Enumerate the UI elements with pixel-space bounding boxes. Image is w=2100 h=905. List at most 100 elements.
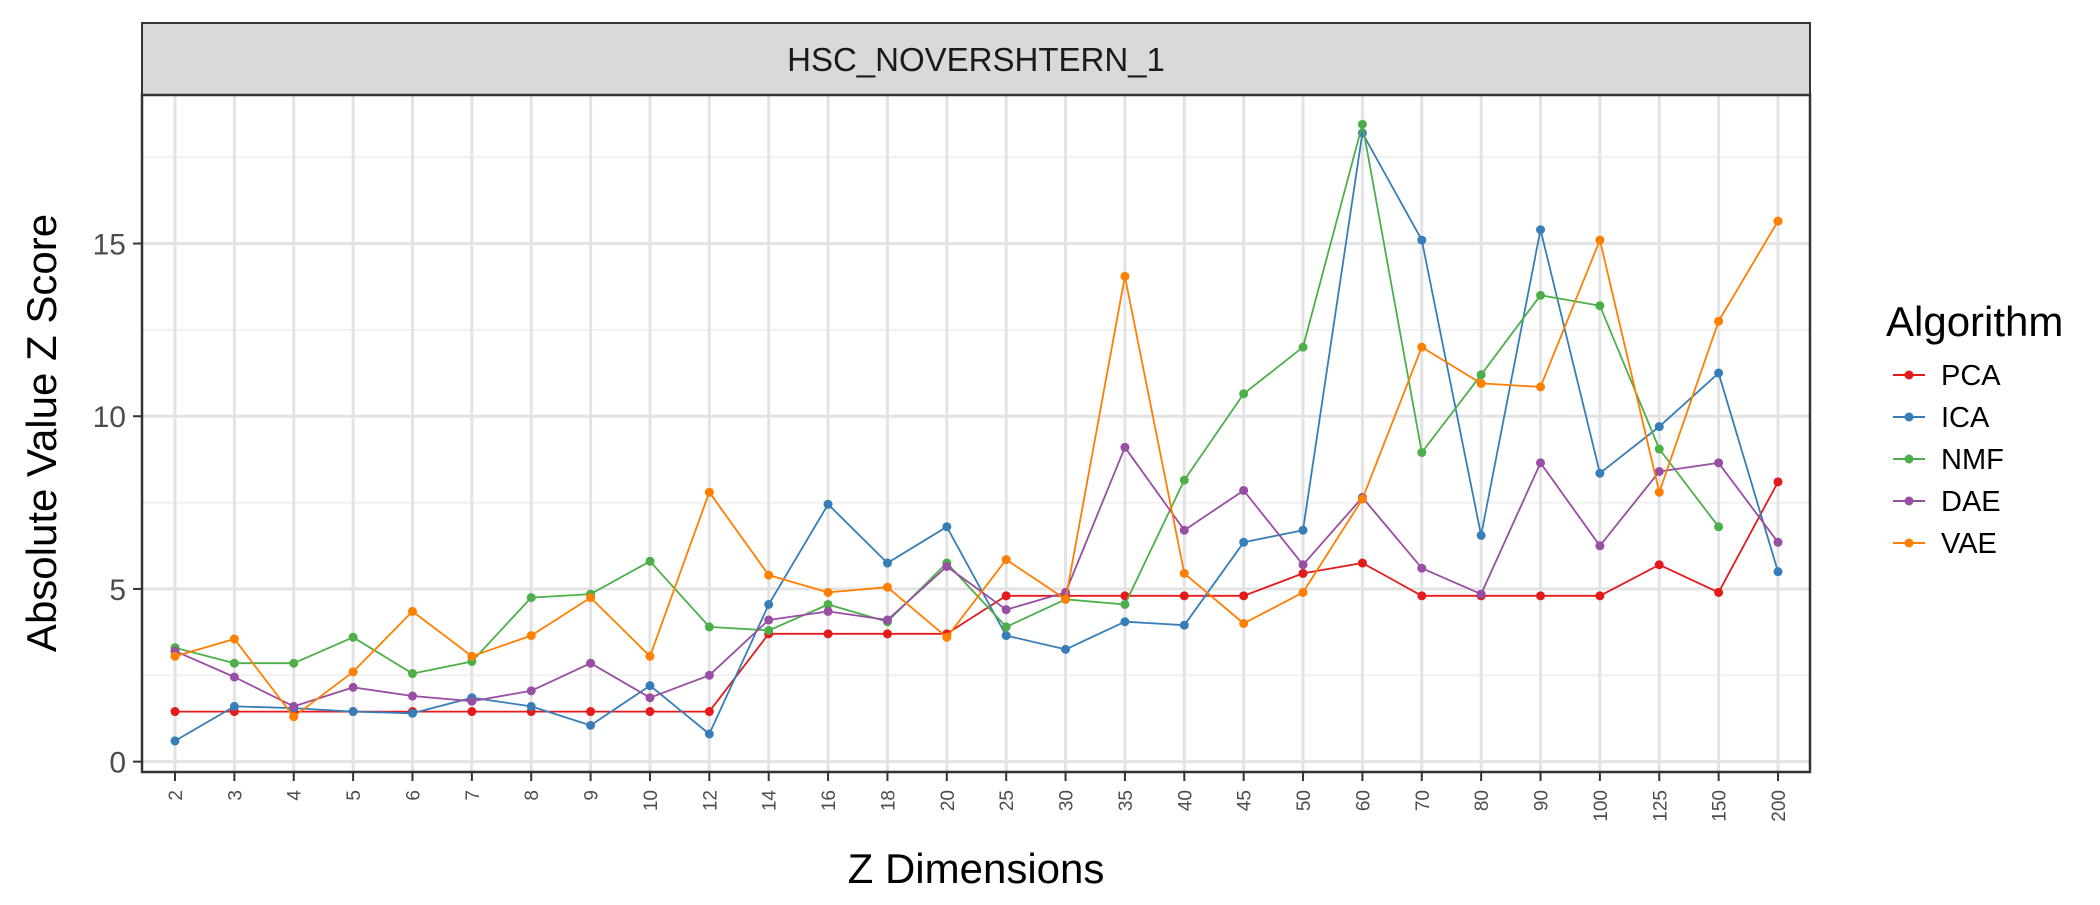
data-point-vae bbox=[467, 651, 477, 661]
legend-item-vae: VAE bbox=[1893, 528, 1997, 560]
data-point-ica bbox=[229, 701, 239, 711]
data-point-dae bbox=[942, 561, 952, 571]
data-point-dae bbox=[289, 701, 299, 711]
data-point-dae bbox=[704, 670, 714, 680]
x-tick-label: 80 bbox=[1472, 790, 1493, 811]
data-point-dae bbox=[645, 693, 655, 703]
series-vae bbox=[170, 216, 1783, 722]
x-tick-label: 100 bbox=[1591, 790, 1612, 822]
data-point-dae bbox=[1595, 541, 1605, 551]
data-point-nmf bbox=[1357, 119, 1367, 129]
data-point-dae bbox=[229, 672, 239, 682]
facet-strip-title: HSC_NOVERSHTERN_1 bbox=[787, 41, 1165, 78]
data-point-vae bbox=[1654, 487, 1664, 497]
data-point-nmf bbox=[348, 632, 358, 642]
x-tick-label: 150 bbox=[1710, 790, 1731, 822]
series-line-pca bbox=[175, 481, 1779, 713]
data-point-vae bbox=[1714, 316, 1724, 326]
data-point-ica bbox=[1773, 567, 1783, 577]
data-point-nmf bbox=[645, 556, 655, 566]
data-point-pca bbox=[1536, 591, 1546, 601]
data-point-nmf bbox=[823, 599, 833, 609]
y-tick-label: 15 bbox=[93, 229, 126, 262]
data-point-nmf bbox=[704, 622, 714, 632]
data-point-ica bbox=[1120, 617, 1130, 627]
data-point-vae bbox=[1061, 594, 1071, 604]
series-dae bbox=[170, 442, 1783, 711]
data-point-pca bbox=[1239, 591, 1249, 601]
data-point-vae bbox=[526, 631, 536, 641]
data-point-ica bbox=[1298, 525, 1308, 535]
data-point-dae bbox=[526, 686, 536, 696]
data-point-ica bbox=[1714, 368, 1724, 378]
data-point-dae bbox=[1120, 442, 1130, 452]
data-point-vae bbox=[823, 587, 833, 597]
data-point-pca bbox=[645, 707, 655, 717]
legend-key-point-ica bbox=[1904, 412, 1914, 422]
data-point-ica bbox=[1536, 225, 1546, 235]
data-point-vae bbox=[586, 593, 596, 603]
legend: Algorithm PCA ICA NMF DAE VAE bbox=[1886, 298, 2063, 560]
data-point-nmf bbox=[1536, 290, 1546, 300]
legend-item-ica: ICA bbox=[1893, 402, 1990, 434]
data-point-vae bbox=[407, 606, 417, 616]
data-point-ica bbox=[823, 499, 833, 509]
data-point-pca bbox=[823, 629, 833, 639]
data-point-ica bbox=[526, 701, 536, 711]
data-point-pca bbox=[1654, 560, 1664, 570]
data-point-nmf bbox=[1714, 522, 1724, 532]
legend-item-nmf: NMF bbox=[1893, 444, 2004, 476]
data-point-nmf bbox=[1001, 622, 1011, 632]
data-point-pca bbox=[704, 707, 714, 717]
data-point-vae bbox=[289, 712, 299, 722]
x-axis-title: Z Dimensions bbox=[848, 845, 1105, 892]
data-point-pca bbox=[170, 707, 180, 717]
data-point-dae bbox=[348, 682, 358, 692]
x-tick-label: 5 bbox=[344, 790, 365, 801]
data-point-ica bbox=[586, 720, 596, 730]
data-point-ica bbox=[1595, 468, 1605, 478]
x-tick-label: 18 bbox=[878, 790, 899, 811]
data-point-vae bbox=[348, 667, 358, 677]
data-point-vae bbox=[1298, 587, 1308, 597]
series-line-dae bbox=[174, 446, 1779, 708]
x-tick-label: 60 bbox=[1353, 790, 1374, 811]
plot-panel-border bbox=[140, 93, 1812, 774]
legend-item-dae: DAE bbox=[1893, 486, 2001, 518]
data-point-vae bbox=[1120, 271, 1130, 281]
data-point-ica bbox=[1179, 620, 1189, 630]
series-line-vae bbox=[174, 220, 1779, 718]
x-tick-label: 35 bbox=[1116, 790, 1137, 811]
data-point-vae bbox=[1417, 342, 1427, 352]
data-point-ica bbox=[1239, 537, 1249, 547]
y-axis: 0 5 10 15 bbox=[93, 229, 142, 780]
x-tick-label: 12 bbox=[700, 790, 721, 811]
x-tick-label: 30 bbox=[1057, 790, 1078, 811]
plot-panel-background bbox=[142, 95, 1810, 772]
data-point-vae bbox=[1239, 618, 1249, 628]
data-point-nmf bbox=[1417, 447, 1427, 457]
x-tick-label: 90 bbox=[1532, 790, 1553, 811]
data-point-pca bbox=[1001, 591, 1011, 601]
data-point-ica bbox=[407, 708, 417, 718]
data-point-dae bbox=[407, 691, 417, 701]
legend-key-point-pca bbox=[1904, 370, 1914, 380]
data-point-vae bbox=[1536, 382, 1546, 392]
data-point-ica bbox=[170, 736, 180, 746]
data-point-dae bbox=[586, 658, 596, 668]
series-ica bbox=[170, 128, 1783, 746]
x-tick-label: 4 bbox=[285, 790, 306, 801]
data-point-ica bbox=[942, 522, 952, 532]
data-point-dae bbox=[1298, 560, 1308, 570]
data-point-nmf bbox=[229, 658, 239, 668]
x-tick-label: 2 bbox=[166, 790, 187, 801]
y-tick-label: 5 bbox=[109, 574, 126, 607]
data-point-dae bbox=[467, 696, 477, 706]
legend-label-nmf: NMF bbox=[1941, 444, 2004, 476]
data-point-vae bbox=[645, 651, 655, 661]
data-point-nmf bbox=[1595, 301, 1605, 311]
data-point-dae bbox=[1179, 525, 1189, 535]
legend-label-ica: ICA bbox=[1941, 402, 1990, 434]
y-tick-label: 0 bbox=[109, 747, 126, 780]
